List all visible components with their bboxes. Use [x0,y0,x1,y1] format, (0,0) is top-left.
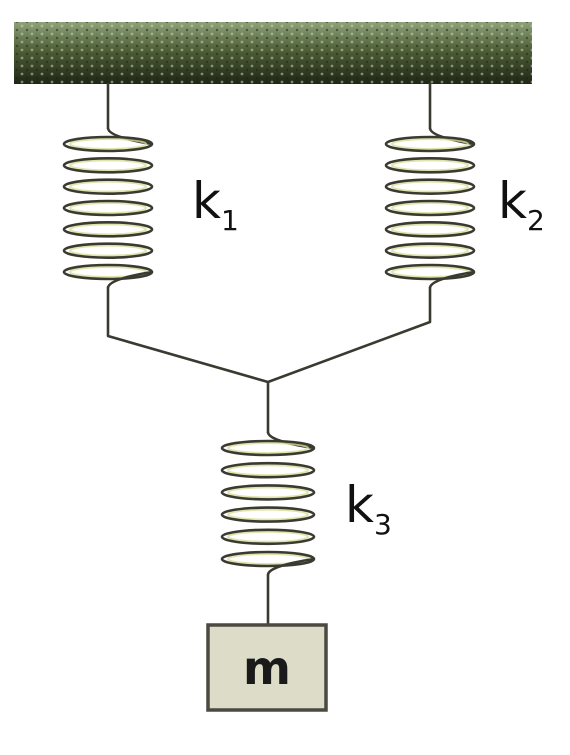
spring-k1 [62,127,154,289]
mass-label: m [243,641,291,695]
spring-coil-highlight [227,464,309,477]
spring-coil-highlight [69,138,147,150]
spring-coil-highlight [391,244,469,257]
spring-coil-highlight [69,202,147,214]
spring-coil-highlight [69,244,147,257]
spring-coil-highlight [227,486,309,499]
spring-coil [62,242,154,259]
spring-coil-highlight [69,223,147,236]
spring-coil [384,178,476,195]
spring-k3-label: k3 [345,476,392,541]
spring-coil-highlight [391,138,469,150]
spring-coil [220,439,316,457]
spring-coil-highlight [391,223,469,236]
spring-coil [62,135,154,153]
spring-coil [220,528,316,546]
spring-coil-highlight [69,159,147,172]
mass-box [206,623,328,712]
spring-coil [62,221,154,238]
spring-coil [220,484,316,501]
spring-lead-bottom [266,557,315,576]
ceiling [14,22,532,84]
spring-coil-highlight [227,530,309,543]
spring-coil [62,178,154,195]
connecting-wires [106,82,432,627]
spring-coil-highlight [391,180,469,193]
spring-coil-highlight [391,159,469,172]
spring-coil-highlight [391,202,469,214]
spring-k3 [220,431,316,576]
spring-coil [220,506,316,523]
spring-coil [384,221,476,238]
spring-k2 [384,127,476,289]
spring-coil [384,135,476,153]
spring-coil-highlight [227,508,309,521]
spring-coil-highlight [69,180,147,193]
mass-block: m [206,623,328,712]
spring-coil [220,461,316,479]
spring-coil-highlight [227,442,309,454]
spring-k1-label: k1 [192,172,239,237]
spring-coil [384,199,476,217]
spring-coil [62,157,154,174]
spring-lead-bottom [428,270,475,289]
spring-coil [384,242,476,259]
spring-coil [384,157,476,174]
spring-coil [62,199,154,217]
spring-k2-label: k2 [498,172,545,237]
spring-lead-bottom [106,270,153,289]
